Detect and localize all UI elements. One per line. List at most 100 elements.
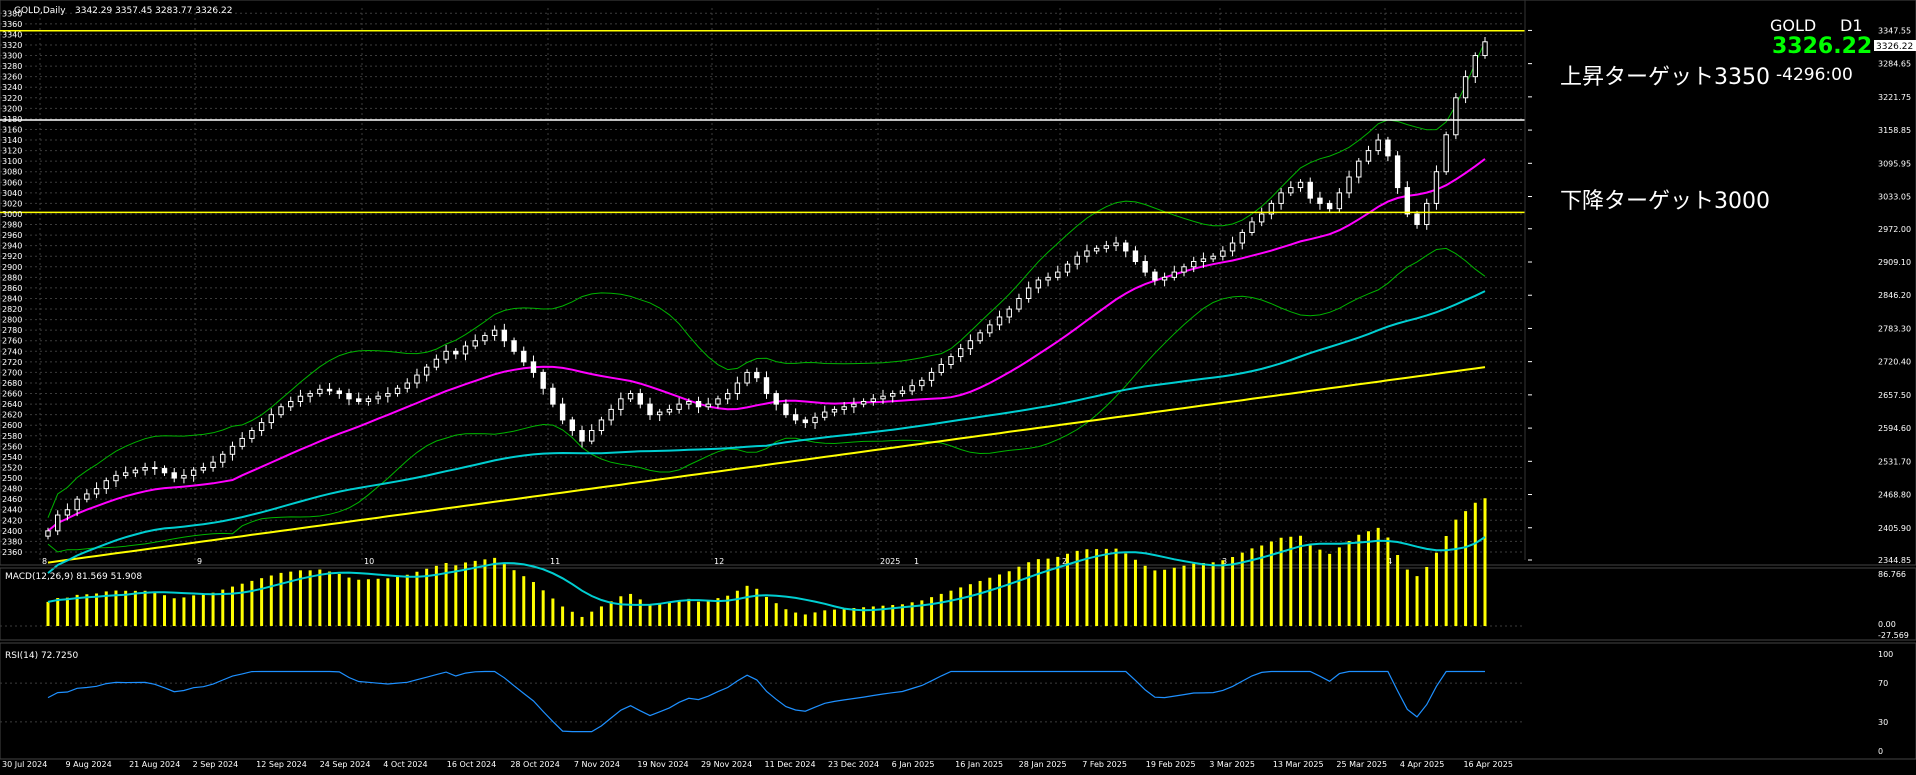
left-axis-label: 3340 (2, 30, 22, 39)
left-axis-label: 3160 (2, 125, 22, 134)
candle-body (1375, 139, 1381, 152)
candle-body (161, 468, 168, 474)
candle-body (589, 430, 595, 442)
date-label: 6 Jan 2025 (892, 760, 935, 769)
candle-body (443, 350, 449, 360)
candle-body (870, 398, 877, 402)
rsi-axis-label: 30 (1878, 718, 1888, 727)
left-axis-label: 2980 (2, 221, 22, 230)
candle-body (1297, 181, 1304, 189)
candle-body (132, 469, 139, 474)
right-axis-label: 3158.85 (1878, 126, 1911, 135)
candle-body (1152, 271, 1158, 281)
date-label: 7 Nov 2024 (574, 760, 620, 769)
candle-body (1103, 245, 1110, 249)
left-axis-label: 2560 (2, 442, 22, 451)
candle-body (1482, 41, 1488, 57)
candle-body (1453, 97, 1459, 136)
candle-body (608, 408, 614, 421)
date-label: 19 Feb 2025 (1146, 760, 1196, 769)
right-axis-label: 3347.55 (1878, 26, 1911, 35)
candle-body (521, 350, 527, 363)
candle-body (1239, 231, 1245, 244)
candle-body (569, 419, 576, 432)
left-axis-label: 2700 (2, 368, 22, 377)
left-axis-label: 2360 (2, 548, 22, 557)
candle-body (1093, 247, 1100, 252)
candle-body (1346, 176, 1352, 194)
candle-body (1433, 171, 1440, 204)
candle-body (744, 371, 750, 384)
date-label: 16 Apr 2025 (1463, 760, 1512, 769)
candle-body (93, 488, 100, 495)
candle-body (423, 366, 430, 376)
month-label: 10 (364, 557, 374, 566)
right-axis-label: 2468.80 (1878, 491, 1911, 500)
right-axis-label: 2783.30 (1878, 324, 1911, 333)
candle-body (45, 530, 51, 537)
left-axis-label: 3020 (2, 199, 22, 208)
left-axis-label: 3300 (2, 52, 22, 61)
candle-body (666, 408, 673, 413)
candle-body (1404, 187, 1411, 215)
left-axis-label: 2880 (2, 273, 22, 282)
left-axis-label: 2920 (2, 252, 22, 261)
candle-body (220, 453, 226, 463)
left-axis-label: 2380 (2, 537, 22, 546)
left-axis-label: 2500 (2, 474, 22, 483)
candle-body (812, 416, 818, 424)
left-axis-label: 3060 (2, 178, 22, 187)
left-axis-label: 2740 (2, 347, 22, 356)
candle-body (540, 371, 546, 389)
candle-body (1035, 279, 1042, 289)
candle-body (501, 329, 508, 342)
candle-body (1210, 255, 1216, 260)
left-axis-label: 2400 (2, 527, 22, 536)
candle-body (317, 388, 323, 395)
candle-body (948, 356, 954, 366)
right-axis-label: 2720.40 (1878, 358, 1911, 367)
candle-body (1181, 266, 1187, 273)
date-label: 19 Nov 2024 (637, 760, 688, 769)
date-label: 9 Aug 2024 (66, 760, 112, 769)
candle-body (268, 414, 275, 424)
header-ohlc: 3342.29 3357.45 3283.77 3326.22 (75, 6, 232, 16)
candle-body (472, 340, 478, 347)
candle-body (734, 382, 741, 395)
date-label: 11 Dec 2024 (765, 760, 816, 769)
candle-body (1394, 155, 1401, 189)
bollinger-bands (47, 41, 1486, 553)
corner-price: 3326.22 (1772, 34, 1872, 59)
candle-body (987, 324, 993, 334)
month-label: 8 (42, 557, 47, 566)
bollinger-upper (47, 41, 1486, 518)
left-axis-label: 2720 (2, 358, 22, 367)
candle-body (967, 340, 974, 350)
candle-body (103, 480, 109, 490)
candle-body (229, 445, 236, 455)
candle-body (122, 472, 129, 476)
candle-body (957, 348, 964, 358)
candle-body (278, 406, 284, 416)
candle-body (996, 316, 1003, 326)
candle-body (511, 340, 517, 352)
date-label: 16 Oct 2024 (447, 760, 496, 769)
date-label: 28 Oct 2024 (510, 760, 559, 769)
candle-body (1045, 276, 1051, 281)
date-label: 16 Jan 2025 (955, 760, 1003, 769)
macd-signal-line (47, 536, 1486, 612)
left-axis-label: 3000 (2, 210, 22, 219)
candle-body (356, 398, 362, 402)
candle-body (977, 332, 983, 342)
candle-body (74, 498, 80, 511)
candle-body (890, 393, 896, 397)
candle-body (142, 466, 148, 471)
macd-title: MACD(12,26,9) 81.569 51.908 (5, 572, 142, 582)
candle-body (453, 350, 459, 355)
date-label: 29 Nov 2024 (701, 760, 752, 769)
candle-body (559, 403, 566, 421)
candle-body (724, 393, 731, 400)
left-axis-label: 2540 (2, 453, 22, 462)
left-axis-label: 3140 (2, 136, 22, 145)
left-axis-label: 3120 (2, 147, 22, 156)
